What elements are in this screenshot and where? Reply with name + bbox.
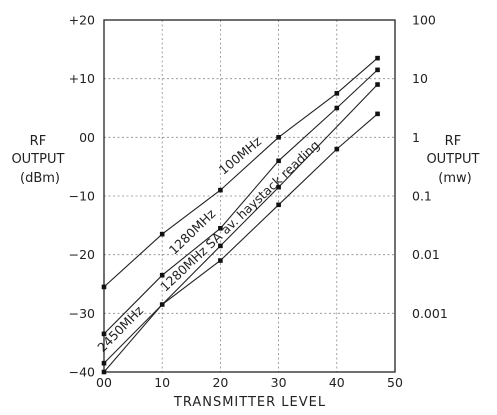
y-right-tick-label: 1 bbox=[412, 130, 420, 145]
data-point bbox=[375, 82, 380, 87]
x-tick-label: 40 bbox=[329, 375, 345, 390]
y-left-tick-label: −30 bbox=[69, 306, 95, 321]
data-point bbox=[276, 184, 281, 190]
series-line-100mhz bbox=[103, 57, 378, 288]
y-right-line-3: (mw) bbox=[438, 171, 471, 186]
plot-frame bbox=[103, 19, 396, 373]
data-point bbox=[218, 225, 223, 231]
grid bbox=[104, 20, 395, 372]
tick-labels: 00 10 20 30 40 50 +20 +10 00 −10 −20 −30 −40 100 10 1 0.… bbox=[69, 13, 448, 391]
series-1280mhz: 1280MHz bbox=[101, 67, 380, 337]
x-tick-label: 20 bbox=[212, 375, 228, 390]
data-point bbox=[218, 258, 223, 263]
y-left-line-3: (dBm) bbox=[20, 171, 60, 186]
y-left-tick-label: −40 bbox=[69, 365, 95, 380]
series-line-1280mhz bbox=[103, 69, 378, 335]
y-right-tick-label: 0.01 bbox=[412, 247, 440, 262]
data-point bbox=[276, 158, 281, 164]
series-line-1280mhz-sa bbox=[103, 113, 378, 373]
y-right-line-2: OUTPUT bbox=[426, 152, 479, 167]
data-point bbox=[159, 231, 165, 237]
data-point bbox=[101, 369, 107, 375]
series-label-100mhz: 100MHz bbox=[216, 133, 265, 177]
y-right-tick-label: 100 bbox=[412, 13, 436, 28]
y-left-line-1: RF bbox=[30, 134, 47, 149]
y-axis-title-left: RF OUTPUT (dBm) bbox=[11, 134, 68, 186]
data-point bbox=[101, 284, 107, 290]
data-point bbox=[334, 105, 340, 111]
data-point bbox=[101, 331, 107, 337]
y-right-tick-label: 10 bbox=[412, 71, 428, 86]
data-point bbox=[218, 243, 223, 249]
data-point bbox=[276, 202, 281, 208]
y-axis-title-right: RF OUTPUT (mw) bbox=[426, 134, 483, 186]
data-point bbox=[375, 111, 380, 117]
y-right-line-1: RF bbox=[445, 134, 462, 149]
x-tick-label: 50 bbox=[387, 375, 403, 390]
y-left-tick-label: −20 bbox=[69, 247, 95, 262]
data-point bbox=[334, 146, 340, 152]
data-point bbox=[375, 67, 380, 73]
x-tick-label: 10 bbox=[154, 375, 170, 390]
data-point bbox=[218, 187, 223, 193]
data-point bbox=[159, 272, 165, 278]
x-tick-label: 00 bbox=[96, 375, 112, 390]
y-left-line-2: OUTPUT bbox=[11, 152, 64, 167]
data-point bbox=[334, 91, 340, 96]
y-right-tick-label: 0.1 bbox=[412, 189, 432, 204]
data-point bbox=[276, 135, 281, 140]
data-point bbox=[375, 55, 380, 61]
y-right-tick-label: 0.001 bbox=[412, 306, 448, 321]
y-left-tick-label: +20 bbox=[69, 13, 95, 28]
x-axis-title: TRANSMITTER LEVEL bbox=[173, 395, 326, 410]
data-point bbox=[159, 302, 165, 307]
y-left-tick-label: −10 bbox=[69, 189, 95, 204]
x-tick-label: 30 bbox=[271, 375, 287, 390]
data-point bbox=[101, 360, 107, 366]
y-left-tick-label: 00 bbox=[79, 130, 95, 145]
series-100mhz: 100MHz bbox=[101, 55, 380, 290]
y-left-tick-label: +10 bbox=[69, 71, 95, 86]
